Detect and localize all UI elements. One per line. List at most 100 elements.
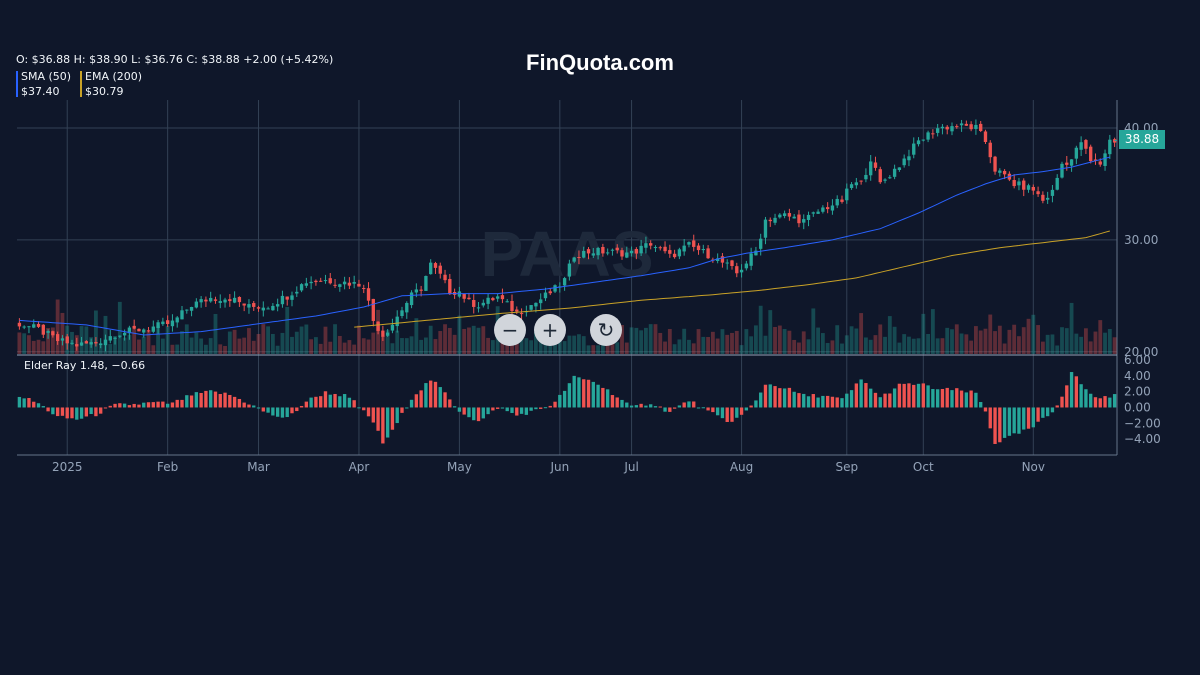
candle-body: [295, 291, 299, 294]
candle-body: [180, 310, 184, 320]
volume-bar: [543, 341, 548, 354]
candle-body: [424, 276, 428, 291]
candle-body: [400, 310, 404, 317]
volume-bar: [371, 332, 376, 354]
volume-bar: [591, 345, 596, 354]
candle-body: [352, 281, 356, 284]
elder-bar: [969, 390, 973, 408]
volume-bar: [170, 344, 175, 354]
volume-bar: [490, 340, 495, 354]
candle-body: [146, 330, 151, 332]
legend-ema: EMA (200) $30.79: [80, 69, 142, 99]
candle-body: [883, 179, 887, 181]
elder-bar: [725, 407, 729, 422]
volume-bar: [443, 324, 447, 354]
candle-body: [1026, 185, 1031, 190]
x-tick-label: Nov: [1022, 460, 1045, 474]
volume-bar: [725, 334, 730, 354]
reset-zoom-button[interactable]: ↻: [590, 314, 622, 346]
candle-body: [749, 253, 753, 266]
candle-body: [137, 328, 141, 332]
candle-body: [672, 253, 677, 258]
candle-body: [371, 298, 375, 321]
candle-body: [385, 332, 390, 336]
volume-bar: [467, 327, 471, 354]
candle-body: [500, 295, 505, 300]
candle-body: [510, 300, 514, 311]
elder-bar: [1045, 407, 1050, 417]
elder-bar: [467, 407, 471, 418]
candle-body: [376, 321, 380, 331]
volume-bar: [1012, 324, 1017, 354]
candle-body: [194, 301, 199, 308]
candle-body: [290, 295, 294, 300]
elder-bar: [672, 407, 677, 409]
elder-bar: [261, 407, 265, 412]
volume-bar: [165, 326, 170, 354]
candle-body: [610, 249, 615, 251]
volume-bar: [648, 324, 653, 354]
candle-body: [366, 288, 371, 301]
elder-bar: [543, 407, 548, 409]
elder-bar: [433, 381, 438, 408]
elder-bar: [935, 389, 940, 408]
candle-body: [185, 309, 189, 311]
elder-bar: [165, 403, 170, 408]
elder-bar: [634, 405, 639, 408]
volume-bar: [113, 336, 117, 354]
elder-bar: [223, 392, 227, 408]
sma-50-line: [19, 156, 1110, 336]
candle-body: [357, 283, 361, 287]
candle-body: [983, 131, 988, 142]
candle-body: [816, 211, 820, 214]
elder-bar: [591, 381, 595, 408]
elder-bar: [811, 394, 815, 408]
elder-bar: [32, 401, 36, 408]
zoom-out-button[interactable]: −: [494, 314, 526, 346]
candle-body: [242, 303, 246, 306]
x-tick-label: 2025: [52, 460, 83, 474]
elder-bar: [859, 379, 863, 408]
candle-body: [94, 342, 98, 344]
elder-bar: [629, 405, 634, 408]
elder-bar: [864, 383, 868, 408]
volume-bar: [667, 329, 672, 354]
candle-body: [1055, 177, 1059, 190]
last-price-tag: 38.88: [1119, 130, 1165, 149]
volume-bar: [366, 339, 371, 354]
elder-bar: [1050, 407, 1055, 413]
volume-bar: [462, 328, 467, 354]
candle-body: [122, 332, 127, 336]
candle-body: [433, 263, 438, 268]
volume-bar: [950, 329, 954, 354]
volume-bar: [672, 344, 677, 354]
elder-bar: [596, 384, 600, 408]
zoom-in-button[interactable]: +: [534, 314, 566, 346]
elder-bar: [280, 407, 285, 418]
candle-body: [395, 316, 399, 327]
candle-body: [735, 266, 739, 274]
volume-bar: [682, 328, 687, 354]
candle-body: [639, 245, 643, 254]
candle-body: [381, 330, 385, 337]
volume-bar: [596, 345, 600, 354]
elder-bar: [146, 402, 151, 408]
candle-body: [280, 295, 285, 305]
volume-bar: [930, 309, 935, 354]
candle-body: [414, 289, 419, 293]
elder-bar: [70, 407, 74, 419]
volume-bar: [404, 338, 409, 354]
volume-bar: [333, 324, 337, 354]
volume-bar: [280, 332, 285, 354]
candle-body: [577, 257, 581, 259]
elder-bar: [371, 407, 375, 423]
candle-body: [118, 335, 122, 337]
elder-bar: [964, 392, 969, 408]
candle-body: [1089, 146, 1093, 162]
elder-bar: [46, 407, 50, 412]
volume-bar: [132, 329, 137, 354]
volume-bar: [127, 334, 132, 354]
candle-body: [696, 245, 701, 251]
sma-value: $37.40: [21, 85, 60, 98]
